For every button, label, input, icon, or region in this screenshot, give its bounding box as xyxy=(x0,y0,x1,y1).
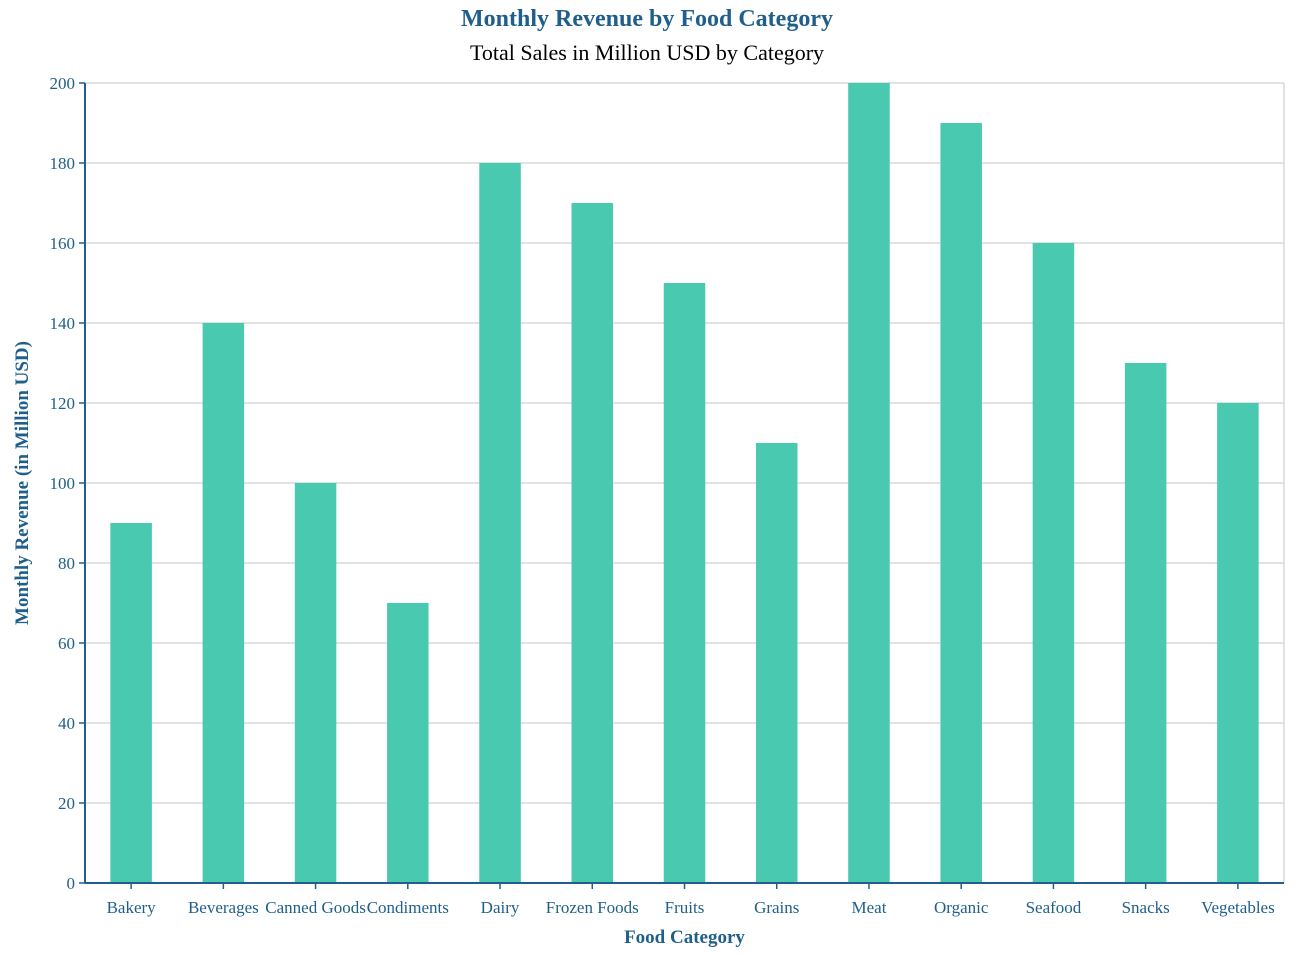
chart-subtitle: Total Sales in Million USD by Category xyxy=(469,40,825,65)
axes: 0 20 40 60 80 100 120 140 160 180 200 Bakery Beverag… xyxy=(50,74,1284,917)
x-tick-label: Beverages xyxy=(188,898,259,917)
x-tick-label: Frozen Foods xyxy=(546,898,639,917)
bars xyxy=(110,83,1259,883)
x-tick-label: Condiments xyxy=(367,898,449,917)
y-tick-label: 200 xyxy=(50,74,76,93)
x-tick-label: Canned Goods xyxy=(265,898,366,917)
bar-grains[interactable] xyxy=(755,443,798,883)
y-tick-label: 160 xyxy=(50,234,76,253)
bar-meat[interactable] xyxy=(848,83,890,883)
x-tick-label: Meat xyxy=(851,898,886,917)
x-tick-label: Fruits xyxy=(665,898,705,917)
x-tick-label: Dairy xyxy=(481,898,520,917)
y-tick-label: 120 xyxy=(50,394,76,413)
x-tick-label: Vegetables xyxy=(1201,898,1275,917)
y-tick-label: 40 xyxy=(58,714,75,733)
y-tick-label: 100 xyxy=(50,474,76,493)
bar-snacks[interactable] xyxy=(1124,363,1167,883)
bar-vegetables[interactable] xyxy=(1217,403,1259,883)
y-axis-title: Monthly Revenue (in Million USD) xyxy=(12,341,33,625)
y-tick-label: 60 xyxy=(58,634,75,653)
y-tick-label: 80 xyxy=(58,554,75,573)
chart-title: Monthly Revenue by Food Category xyxy=(461,6,833,32)
bar-seafood[interactable] xyxy=(1032,243,1075,883)
y-tick-label: 180 xyxy=(50,154,76,173)
bar-beverages[interactable] xyxy=(202,323,245,883)
x-tick-label: Seafood xyxy=(1026,898,1082,917)
bar-fruits[interactable] xyxy=(663,283,706,883)
bar-frozen-foods[interactable] xyxy=(571,203,614,883)
bar-canned-goods[interactable] xyxy=(294,483,337,883)
x-tick-label: Bakery xyxy=(107,898,157,917)
y-tick-label: 140 xyxy=(50,314,76,333)
x-axis-title: Food Category xyxy=(624,927,745,948)
bar-condiments[interactable] xyxy=(387,603,429,883)
y-tick-label: 20 xyxy=(58,794,75,813)
y-tick-label: 0 xyxy=(67,874,76,893)
x-tick-label: Snacks xyxy=(1122,898,1170,917)
bar-organic[interactable] xyxy=(940,123,982,883)
bar-dairy[interactable] xyxy=(479,163,521,883)
bar-bakery[interactable] xyxy=(110,523,152,883)
x-tick-label: Organic xyxy=(934,898,989,917)
x-tick-label: Grains xyxy=(754,898,799,917)
